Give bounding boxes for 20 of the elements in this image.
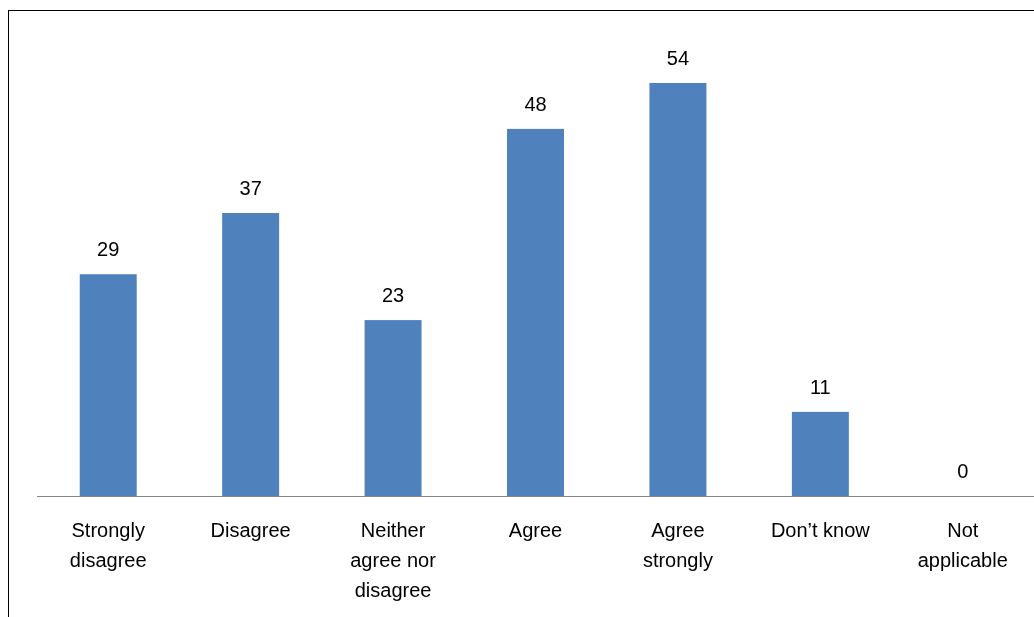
data-label: 11 [809,375,831,398]
data-label: 0 [957,460,969,482]
bar [507,128,564,496]
data-label: 29 [97,238,120,261]
x-tick-label: Don’t know [770,519,871,541]
data-label: 48 [524,92,547,115]
x-tick-label: Not applicable [917,519,1008,571]
bar [222,213,280,496]
bar [364,320,422,496]
x-tick-label: Agree strongly [642,519,713,571]
x-tick-label: Strongly disagree [69,519,147,571]
x-tick-label: Disagree [210,519,291,541]
bar [79,274,137,496]
bar [649,83,707,496]
x-tick-label: Neither agree nor disagree [350,519,437,601]
data-label: 54 [666,47,690,69]
bar [791,411,849,496]
data-label: 37 [239,177,262,200]
x-tick-label: Agree [508,519,563,541]
data-label: 23 [381,284,405,307]
